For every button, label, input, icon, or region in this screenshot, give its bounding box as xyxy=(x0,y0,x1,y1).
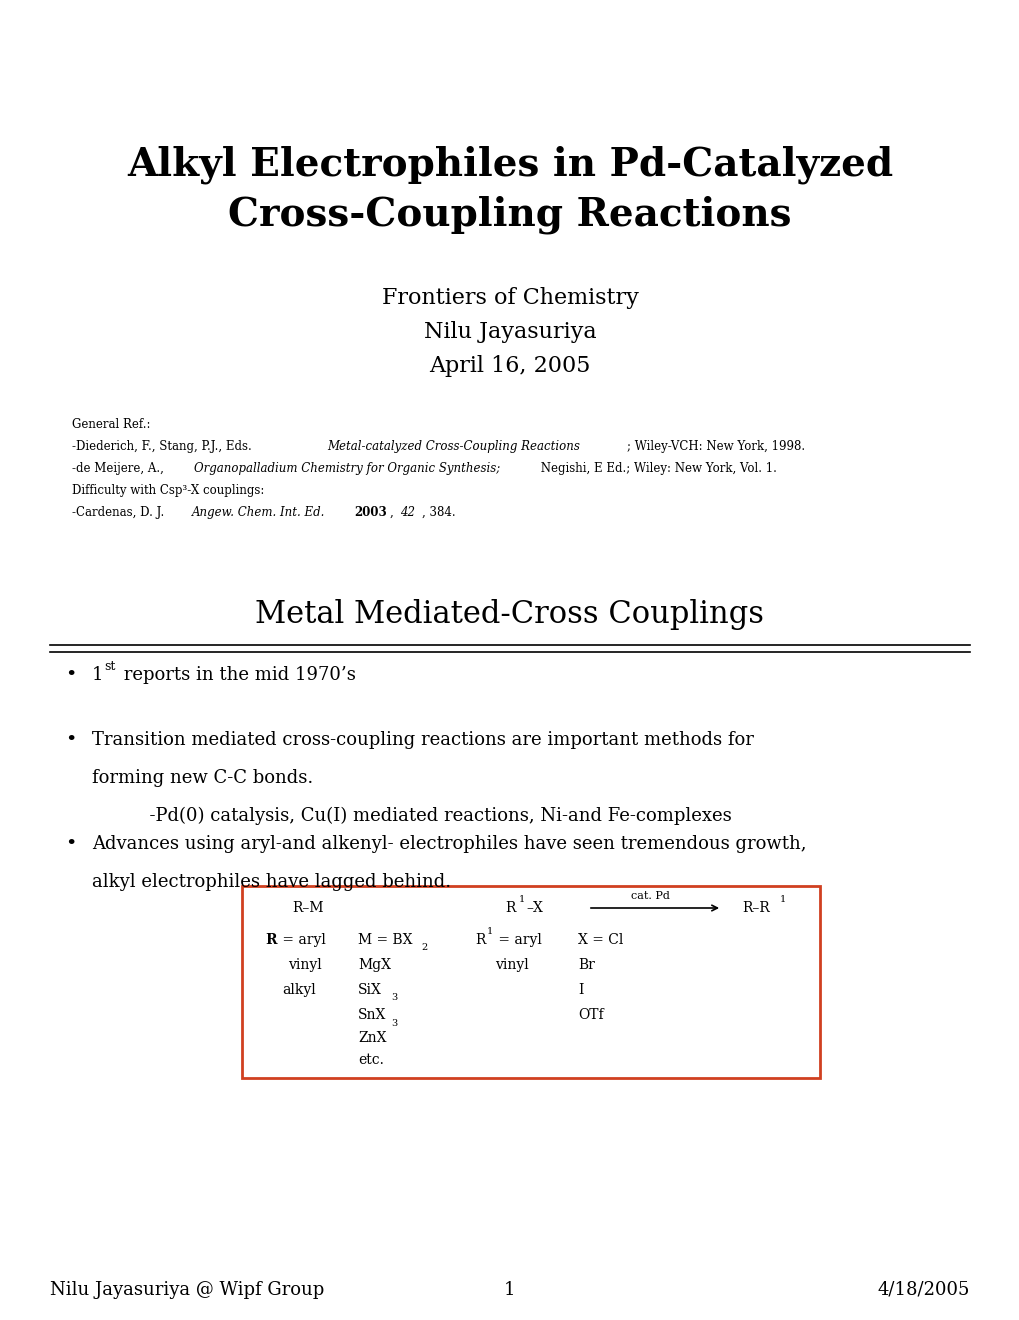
Text: SiX: SiX xyxy=(358,983,381,997)
Text: 42: 42 xyxy=(399,506,415,519)
Text: 2: 2 xyxy=(421,944,427,953)
Text: •: • xyxy=(65,667,76,684)
Text: Organopalladium Chemistry for Organic Synthesis;: Organopalladium Chemistry for Organic Sy… xyxy=(194,462,499,475)
Text: X = Cl: X = Cl xyxy=(578,933,623,946)
Text: cat. Pd: cat. Pd xyxy=(630,891,668,902)
Text: 1: 1 xyxy=(780,895,786,904)
Text: R: R xyxy=(475,933,485,946)
Text: MgX: MgX xyxy=(358,958,390,972)
Text: Angew. Chem. Int. Ed.: Angew. Chem. Int. Ed. xyxy=(192,506,325,519)
Text: Frontiers of Chemistry: Frontiers of Chemistry xyxy=(381,286,638,309)
Text: Cross-Coupling Reactions: Cross-Coupling Reactions xyxy=(228,195,791,234)
Text: General Ref.:: General Ref.: xyxy=(72,418,151,432)
Text: reports in the mid 1970’s: reports in the mid 1970’s xyxy=(118,667,356,684)
Text: 3: 3 xyxy=(390,994,396,1002)
Text: OTf: OTf xyxy=(578,1008,603,1022)
Text: SnX: SnX xyxy=(358,1008,386,1022)
Text: Metal Mediated-Cross Couplings: Metal Mediated-Cross Couplings xyxy=(255,599,764,631)
Text: Difficulty with Csp³-X couplings:: Difficulty with Csp³-X couplings: xyxy=(72,484,264,498)
Text: •: • xyxy=(65,731,76,748)
Text: = aryl: = aryl xyxy=(278,933,325,946)
Text: R–R: R–R xyxy=(741,902,769,915)
Text: etc.: etc. xyxy=(358,1053,383,1067)
Text: Metal-catalyzed Cross-Coupling Reactions: Metal-catalyzed Cross-Coupling Reactions xyxy=(327,440,580,453)
Text: ; Wiley-VCH: New York, 1998.: ; Wiley-VCH: New York, 1998. xyxy=(627,440,804,453)
Text: vinyl: vinyl xyxy=(287,958,321,972)
Text: , 384.: , 384. xyxy=(422,506,455,519)
Text: April 16, 2005: April 16, 2005 xyxy=(429,355,590,378)
Text: = aryl: = aryl xyxy=(493,933,541,946)
Text: Nilu Jayasuriya @ Wipf Group: Nilu Jayasuriya @ Wipf Group xyxy=(50,1280,324,1299)
Text: M = BX: M = BX xyxy=(358,933,412,946)
Text: 2003: 2003 xyxy=(354,506,386,519)
Text: ZnX: ZnX xyxy=(358,1031,386,1045)
Text: alkyl electrophiles have lagged behind.: alkyl electrophiles have lagged behind. xyxy=(92,873,450,891)
Text: alkyl: alkyl xyxy=(281,983,316,997)
Text: 1: 1 xyxy=(519,895,525,904)
Text: Advances using aryl-and alkenyl- electrophiles have seen tremendous growth,: Advances using aryl-and alkenyl- electro… xyxy=(92,836,806,853)
Text: Transition mediated cross-coupling reactions are important methods for: Transition mediated cross-coupling react… xyxy=(92,731,753,748)
Text: 1: 1 xyxy=(92,667,103,684)
Text: Br: Br xyxy=(578,958,594,972)
Text: -Cardenas, D. J.: -Cardenas, D. J. xyxy=(72,506,168,519)
Text: -Diederich, F., Stang, P.J., Eds.: -Diederich, F., Stang, P.J., Eds. xyxy=(72,440,255,453)
Text: -Pd(0) catalysis, Cu(I) mediated reactions, Ni-and Fe-complexes: -Pd(0) catalysis, Cu(I) mediated reactio… xyxy=(92,807,731,825)
Text: ,: , xyxy=(389,506,397,519)
Text: I: I xyxy=(578,983,583,997)
Text: forming new C-C bonds.: forming new C-C bonds. xyxy=(92,770,313,787)
Text: Nilu Jayasuriya: Nilu Jayasuriya xyxy=(423,321,596,343)
Text: Negishi, E Ed.; Wiley: New York, Vol. 1.: Negishi, E Ed.; Wiley: New York, Vol. 1. xyxy=(536,462,776,475)
Text: –X: –X xyxy=(526,902,542,915)
Text: R: R xyxy=(504,902,515,915)
Text: Alkyl Electrophiles in Pd-Catalyzed: Alkyl Electrophiles in Pd-Catalyzed xyxy=(126,145,893,185)
Text: 3: 3 xyxy=(390,1019,396,1027)
Text: vinyl: vinyl xyxy=(494,958,528,972)
Text: 1: 1 xyxy=(486,928,493,936)
Text: •: • xyxy=(65,836,76,853)
Text: R: R xyxy=(265,933,276,946)
Text: 4/18/2005: 4/18/2005 xyxy=(876,1280,969,1299)
Text: -de Meijere, A.,: -de Meijere, A., xyxy=(72,462,167,475)
Text: R–M: R–M xyxy=(292,902,323,915)
FancyBboxPatch shape xyxy=(242,886,819,1078)
Text: st: st xyxy=(104,660,115,672)
Text: 1: 1 xyxy=(503,1280,516,1299)
